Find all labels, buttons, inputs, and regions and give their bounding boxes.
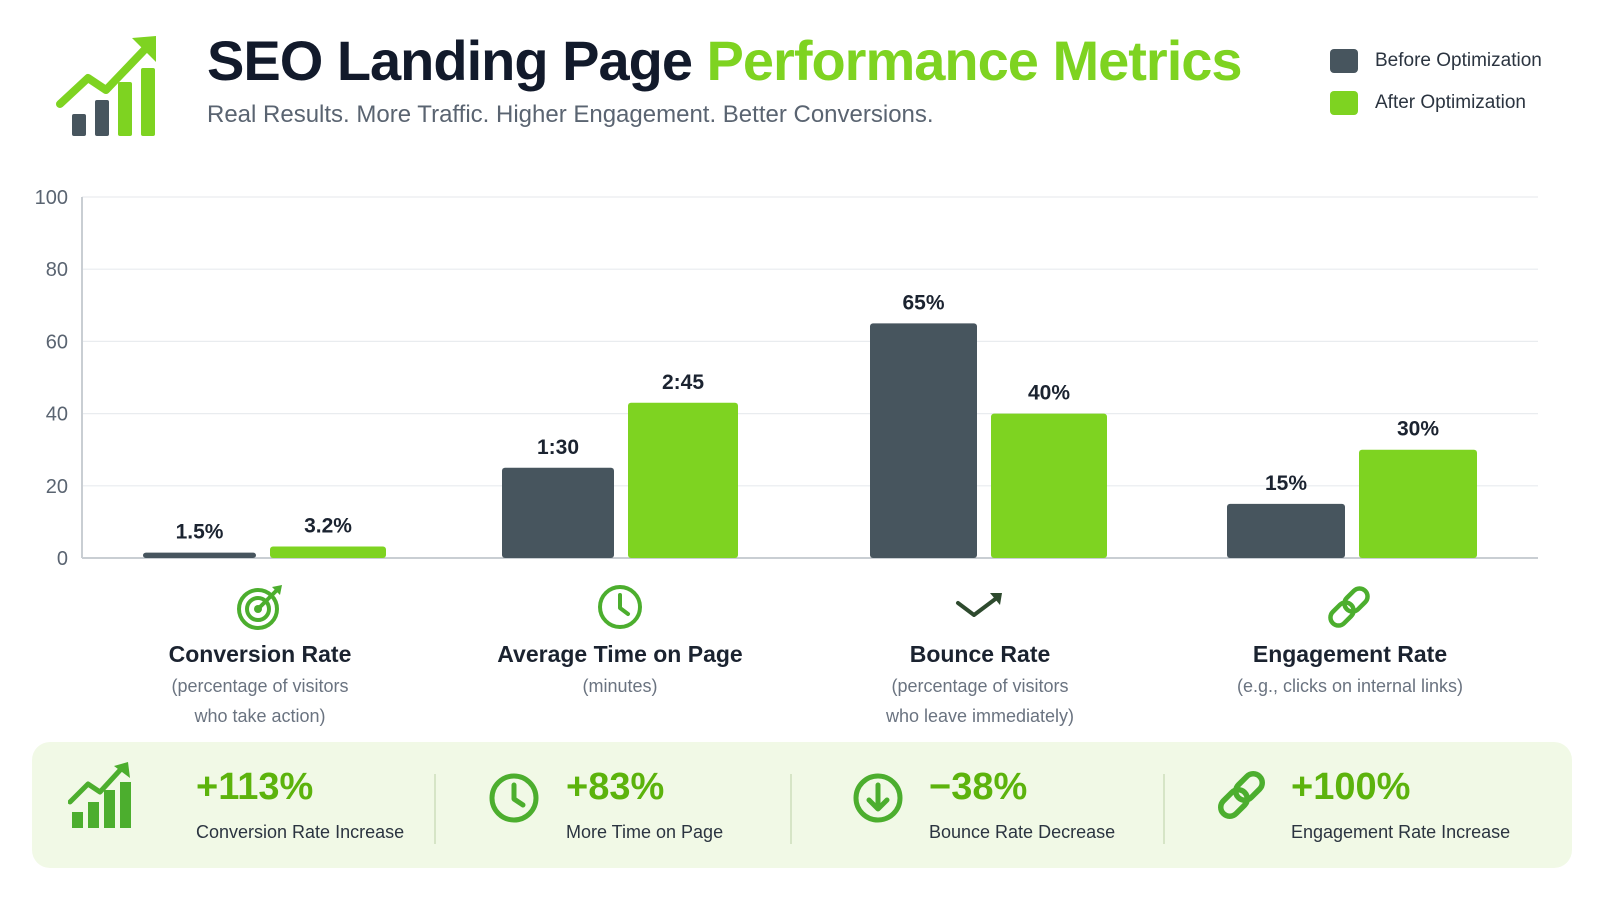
metric-desc-line2: who take action) [194, 706, 326, 726]
y-tick-label: 0 [57, 548, 68, 570]
header: SEO Landing Page Performance Metrics Rea… [0, 0, 1600, 170]
y-tick-label: 80 [46, 259, 68, 281]
divider [790, 774, 792, 844]
chart-legend: Before Optimization After Optimization [1330, 48, 1542, 132]
link-icon [1328, 586, 1370, 628]
legend-swatch-after [1330, 91, 1358, 115]
summary-value: +100% [1291, 766, 1411, 808]
metric-engagement-rate: Engagement Rate (e.g., clicks on interna… [1170, 583, 1530, 698]
growth-chart-icon [56, 36, 156, 136]
summary-value: −38% [929, 766, 1028, 808]
bar-chart: 0 20 40 60 80 100 1.5% 3.2% 1:30 2:45 65% 40% 15% 30% [35, 187, 1538, 570]
y-tick-label: 40 [46, 404, 68, 426]
summary-item-time: +83% More Time on Page [488, 742, 818, 868]
bar-after [628, 402, 738, 558]
bar-after [991, 413, 1107, 558]
summary-value: +83% [566, 766, 665, 808]
data-label: 1:30 [537, 436, 579, 459]
bar-after [1359, 449, 1477, 558]
summary-value: +113% [196, 766, 314, 808]
summary-label: Conversion Rate Increase [196, 822, 405, 842]
data-label: 40% [1028, 382, 1070, 405]
divider [434, 774, 436, 844]
summary-label: More Time on Page [566, 822, 724, 842]
divider [1163, 774, 1165, 844]
metric-desc-line2: who leave immediately) [885, 706, 1075, 726]
data-label: 2:45 [662, 371, 704, 394]
data-label: 1.5% [176, 521, 224, 544]
clock-icon [489, 773, 539, 823]
legend-label-before: Before Optimization [1375, 50, 1542, 71]
legend-item-before: Before Optimization [1330, 48, 1542, 74]
summary-label: Engagement Rate Increase [1291, 822, 1511, 842]
metric-name: Average Time on Page [497, 641, 743, 667]
page-subtitle: Real Results. More Traffic. Higher Engag… [207, 101, 934, 128]
title-accent: Performance Metrics [706, 29, 1243, 92]
page-title: SEO Landing Page Performance Metrics [207, 28, 1243, 93]
data-label: 65% [902, 291, 944, 314]
bar-before [502, 467, 614, 558]
data-label: 3.2% [304, 514, 352, 537]
metric-bounce-rate: Bounce Rate (percentage of visitors who … [800, 583, 1160, 728]
summary-item-bounce: −38% Bounce Rate Decrease [852, 742, 1192, 868]
metric-average-time: Average Time on Page (minutes) [440, 583, 800, 698]
y-tick-label: 20 [46, 476, 68, 498]
bar-before [870, 323, 977, 558]
legend-item-after: After Optimization [1330, 90, 1542, 116]
data-label: 30% [1397, 418, 1439, 441]
summary-item-engagement: +100% Engagement Rate Increase [1214, 742, 1554, 868]
title-main: SEO Landing Page [207, 29, 707, 92]
metric-desc-line1: (e.g., clicks on internal links) [1236, 676, 1464, 696]
bounce-arrow-icon [956, 593, 1002, 617]
clock-icon [598, 585, 642, 629]
legend-label-after: After Optimization [1375, 92, 1526, 113]
metric-desc-line1: (minutes) [582, 676, 658, 696]
y-tick-label: 100 [35, 187, 68, 209]
bar-after [270, 546, 386, 558]
y-tick-label: 60 [46, 331, 68, 353]
metric-name: Conversion Rate [168, 641, 352, 667]
growth-chart-icon [68, 762, 131, 828]
data-label: 15% [1265, 472, 1307, 495]
bar-before [143, 552, 256, 558]
down-arrow-circle-icon [853, 773, 903, 823]
summary-label: Bounce Rate Decrease [929, 822, 1116, 842]
legend-swatch-before [1330, 49, 1358, 73]
bar-before [1227, 503, 1345, 558]
target-icon [237, 585, 282, 630]
metric-desc-line1: (percentage of visitors [171, 676, 349, 696]
summary-item-conversion: +113% Conversion Rate Increase [68, 742, 448, 868]
metric-name: Bounce Rate [909, 641, 1051, 667]
link-icon [1218, 771, 1265, 819]
metric-conversion-rate: Conversion Rate (percentage of visitors … [80, 583, 440, 728]
metric-desc-line1: (percentage of visitors [891, 676, 1069, 696]
summary-panel: +113% Conversion Rate Increase +83% More… [32, 742, 1572, 868]
metric-name: Engagement Rate [1252, 641, 1448, 667]
